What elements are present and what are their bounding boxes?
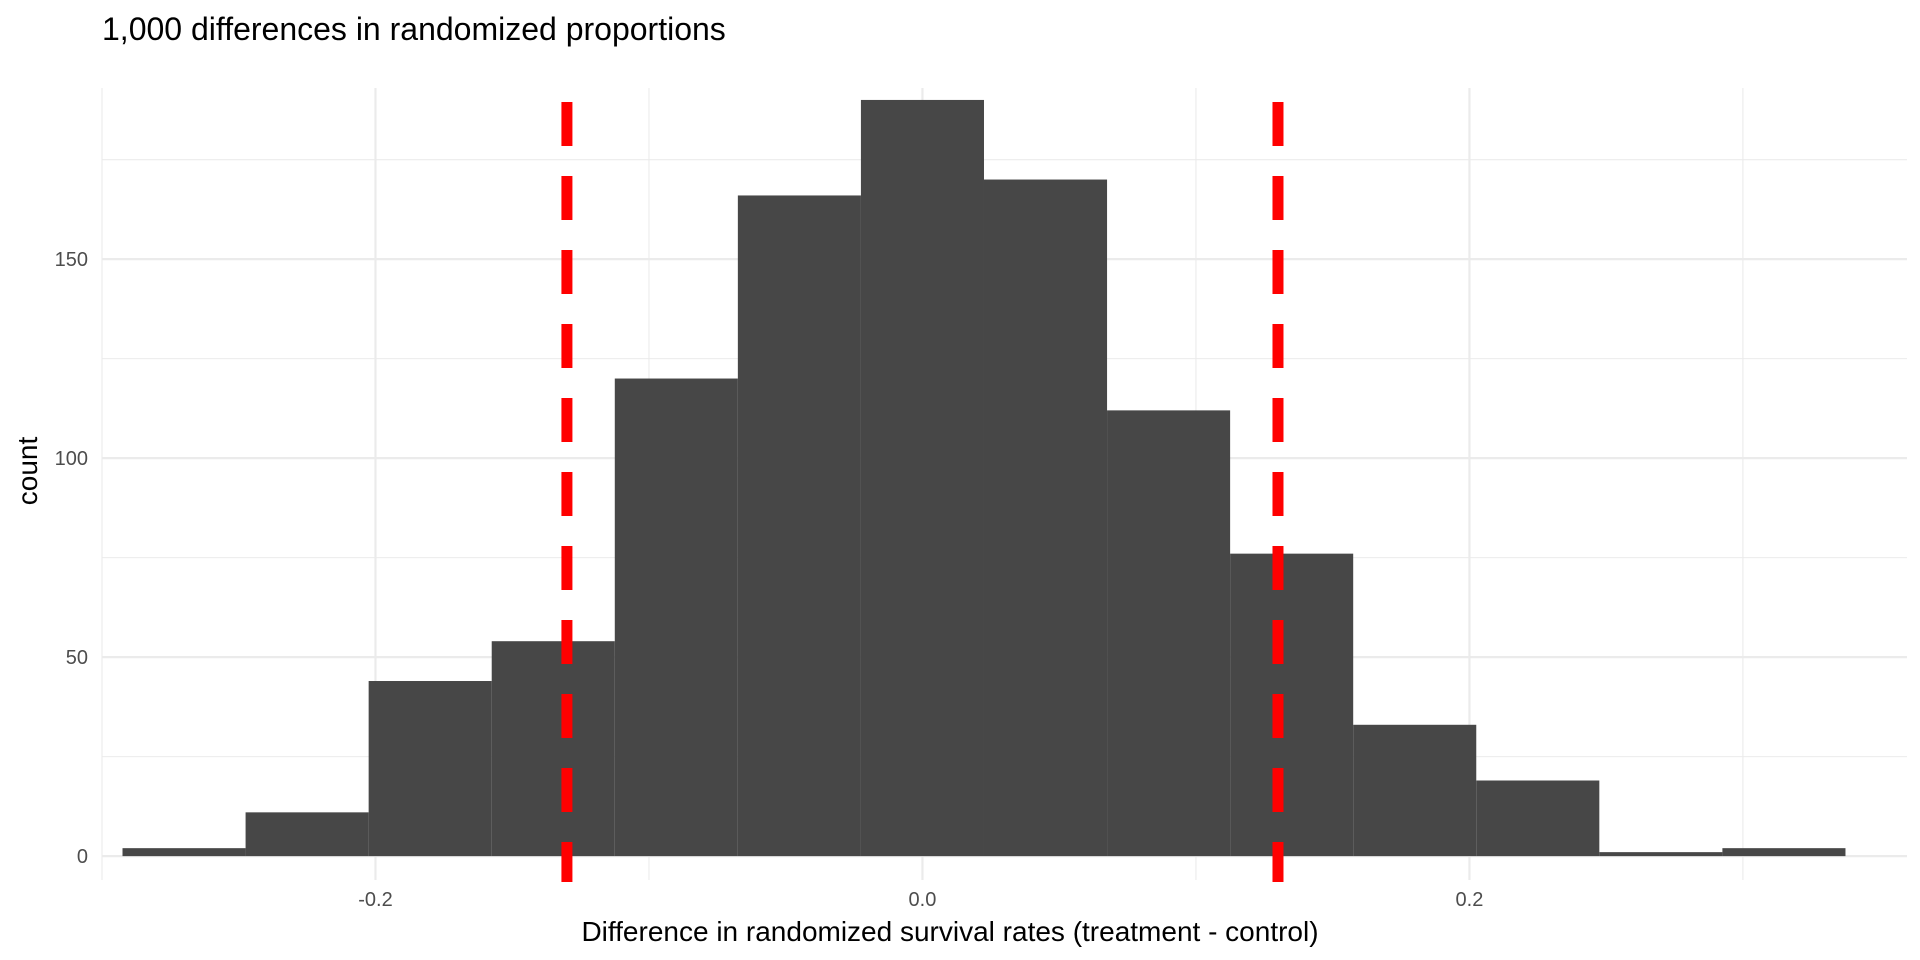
reference-lines	[561, 102, 1284, 882]
histogram-bar	[614, 378, 738, 857]
histogram-bar	[491, 641, 615, 857]
histogram-bar	[122, 848, 246, 857]
x-tick-label: 0.2	[1456, 889, 1484, 911]
bars	[122, 99, 1846, 857]
x-tick-label: -0.2	[358, 889, 392, 911]
histogram-bar	[1107, 410, 1231, 857]
x-tick-label: 0.0	[909, 889, 937, 911]
histogram-bar	[737, 195, 861, 857]
y-tick-label: 0	[77, 846, 88, 868]
histogram-bar	[1599, 852, 1723, 857]
chart-title: 1,000 differences in randomized proporti…	[102, 11, 726, 47]
y-tick-label: 100	[55, 448, 88, 470]
y-tick-label: 50	[66, 647, 88, 669]
histogram-bar	[860, 99, 984, 857]
histogram-bar	[368, 681, 492, 857]
y-axis-title: count	[12, 437, 43, 506]
y-axis-ticks: 0 50 100 150	[55, 249, 88, 868]
histogram-bar	[1230, 553, 1354, 857]
histogram-bar	[1353, 724, 1477, 857]
histogram-bar	[1476, 780, 1600, 857]
histogram-bar	[983, 179, 1108, 857]
x-axis-ticks: -0.2 0.0 0.2	[358, 889, 1483, 911]
y-tick-label: 150	[55, 249, 88, 271]
histogram-bar	[245, 812, 369, 857]
x-axis-title: Difference in randomized survival rates …	[581, 916, 1318, 947]
histogram-bar	[1722, 848, 1846, 857]
